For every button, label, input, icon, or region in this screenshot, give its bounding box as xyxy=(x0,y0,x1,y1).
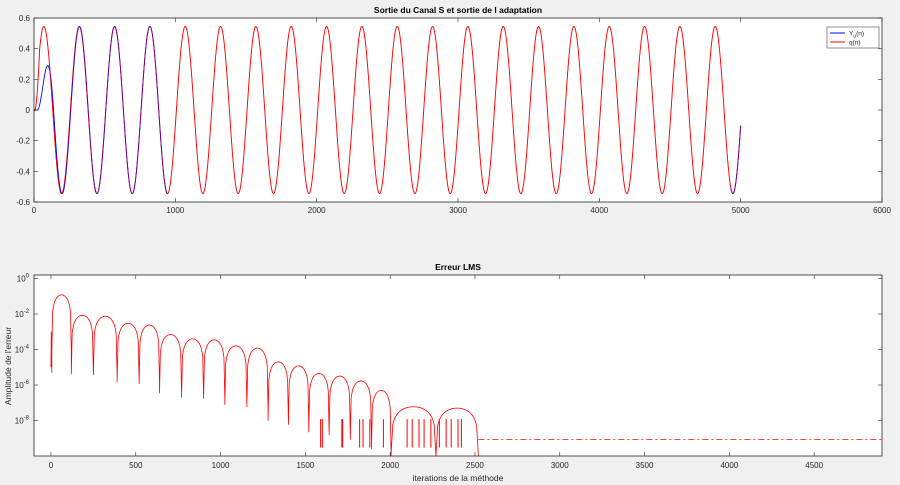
x-axis: 0 500 1000 1500 2000 2500 3000 3500 4000 4500 xyxy=(49,275,824,470)
x-tick-label: 1000 xyxy=(212,461,230,470)
x-tick-label: 6000 xyxy=(873,206,891,215)
x-tick-label: 1000 xyxy=(166,206,184,215)
x-tick-label: 500 xyxy=(129,461,143,470)
plot-area xyxy=(50,294,882,457)
y-tick-label: 10-4 xyxy=(15,345,30,355)
x-tick-label: 1500 xyxy=(296,461,314,470)
x-tick-label: 2500 xyxy=(466,461,484,470)
x-axis-label: iterations de la méthode xyxy=(413,473,504,483)
x-tick-label: 3000 xyxy=(551,461,569,470)
legend-y-name: Y xyxy=(849,31,854,38)
legend-label-y: Yu(n) xyxy=(849,31,864,40)
axes-frame xyxy=(33,274,883,457)
series-error xyxy=(50,294,479,457)
x-tick-label: 0 xyxy=(49,461,54,470)
x-tick-label: 4500 xyxy=(805,461,823,470)
y-tick-label: 100 xyxy=(17,274,30,284)
y-tick-label: 10-8 xyxy=(15,416,30,426)
legend: Yu(n) q(n) xyxy=(826,26,880,49)
y-tick-label: 10-2 xyxy=(15,309,30,319)
y-axis: 100 10-2 10-4 10-6 10-8 xyxy=(15,274,882,426)
axes-frame xyxy=(33,17,883,203)
y-tick-label: 10-6 xyxy=(15,380,30,390)
legend-label-q: q(n) xyxy=(849,40,861,47)
x-tick-label: 4000 xyxy=(590,206,608,215)
legend-y-suffix: (n) xyxy=(856,31,864,38)
axes-background xyxy=(34,18,882,202)
legend-box xyxy=(826,26,880,49)
x-axis: 0 1000 2000 3000 4000 5000 6000 xyxy=(32,18,891,215)
series-q-overlay xyxy=(33,26,742,194)
y-axis-label: Amplitude de l'erreur xyxy=(3,327,13,405)
chart-sortie: Sortie du Canal S et sortie de l adaptat… xyxy=(16,5,891,215)
y-tick-label: -0.2 xyxy=(16,137,30,146)
x-tick-label: 3500 xyxy=(636,461,654,470)
x-tick-label: 2000 xyxy=(308,206,326,215)
legend-y-subscript: u xyxy=(853,34,856,40)
x-tick-label: 2000 xyxy=(381,461,399,470)
x-tick-label: 5000 xyxy=(732,206,750,215)
chart-erreur-lms: Erreur LMS 0 500 1000 1500 2000 2500 3000 3500 4… xyxy=(3,262,883,483)
y-axis: -0.6 -0.4 -0.2 0 0.2 0.4 0.6 xyxy=(16,14,882,207)
y-tick-label: 0.6 xyxy=(19,14,31,23)
plot-area xyxy=(33,25,742,195)
y-tick-label: 0.4 xyxy=(19,45,31,54)
y-tick-label: 0.2 xyxy=(19,75,31,84)
x-tick-label: 3000 xyxy=(449,206,467,215)
chart-title: Erreur LMS xyxy=(435,262,481,272)
y-tick-label: -0.4 xyxy=(16,167,30,176)
chart-title: Sortie du Canal S et sortie de l adaptat… xyxy=(374,5,542,15)
x-tick-label: 4000 xyxy=(720,461,738,470)
y-tick-label: 0 xyxy=(26,106,31,115)
x-tick-label: 0 xyxy=(32,206,37,215)
y-tick-label: -0.6 xyxy=(16,198,30,207)
